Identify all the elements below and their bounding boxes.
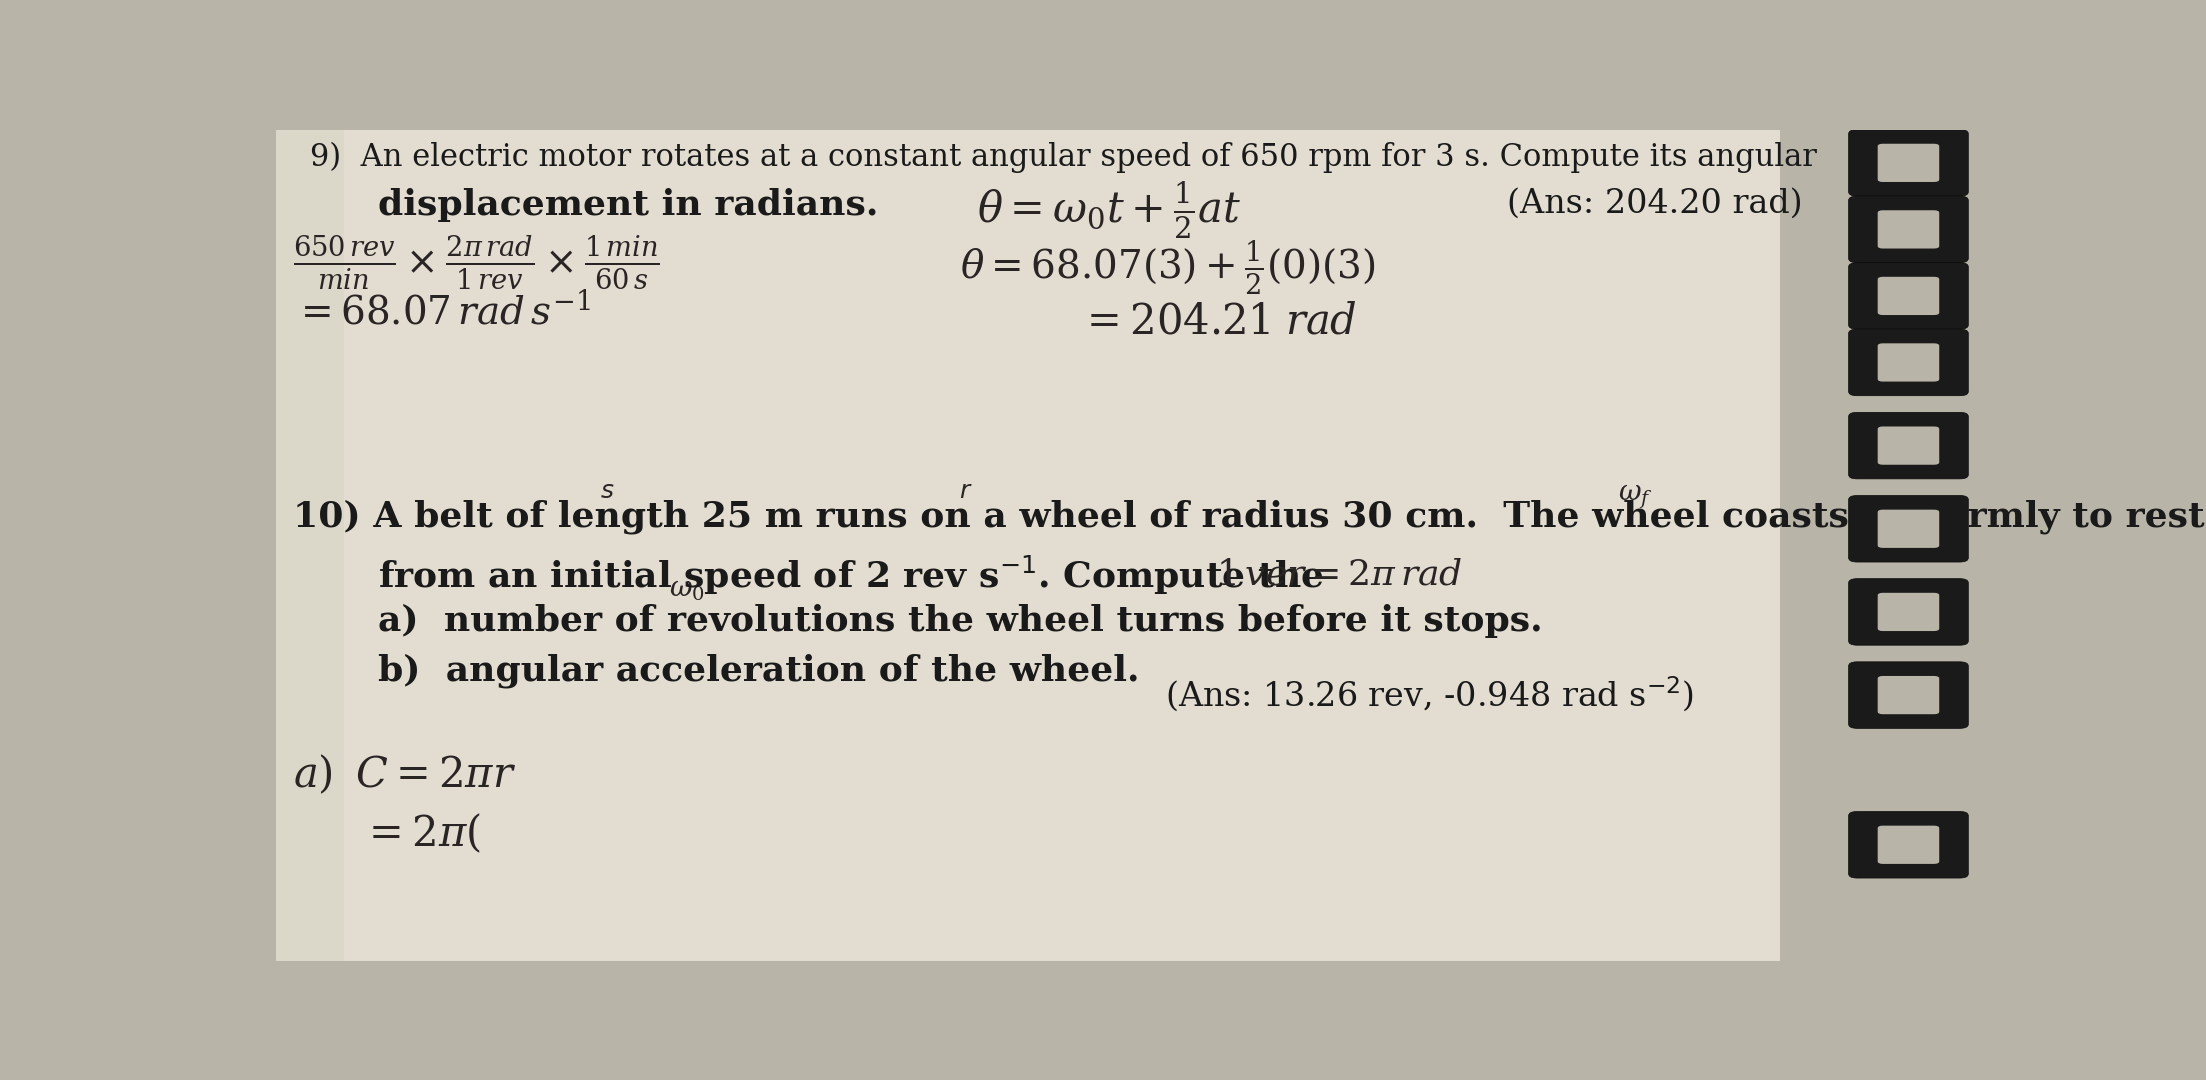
- Text: $= 204.21\;rad$: $= 204.21\;rad$: [1079, 300, 1357, 342]
- FancyBboxPatch shape: [1849, 811, 1968, 878]
- Text: (Ans: 204.20 rad): (Ans: 204.20 rad): [1507, 188, 1802, 220]
- FancyBboxPatch shape: [1877, 211, 1939, 248]
- Bar: [276, 130, 1780, 961]
- FancyBboxPatch shape: [1877, 510, 1939, 548]
- Text: (Ans: 13.26 rev, -0.948 rad s$^{-2}$): (Ans: 13.26 rev, -0.948 rad s$^{-2}$): [1165, 674, 1694, 714]
- Text: 9)  An electric motor rotates at a constant angular speed of 650 rpm for 3 s. Co: 9) An electric motor rotates at a consta…: [309, 143, 1818, 173]
- FancyBboxPatch shape: [1849, 262, 1968, 329]
- Text: $\frac{650\,rev}{min} \times \frac{2\pi\,rad}{1\,rev} \times \frac{1\,min}{60\,s: $\frac{650\,rev}{min} \times \frac{2\pi\…: [293, 233, 660, 292]
- FancyBboxPatch shape: [1877, 427, 1939, 464]
- Text: displacement in radians.: displacement in radians.: [379, 188, 878, 221]
- FancyBboxPatch shape: [1849, 413, 1968, 478]
- Text: $a)\;\; C = 2\pi r$: $a)\;\; C = 2\pi r$: [293, 754, 516, 797]
- FancyBboxPatch shape: [1849, 579, 1968, 645]
- Text: $\omega_f$: $\omega_f$: [1617, 483, 1652, 511]
- Bar: [276, 130, 344, 961]
- Text: $\theta = 68.07(3) + \frac{1}{2}(0)(3)$: $\theta = 68.07(3) + \frac{1}{2}(0)(3)$: [960, 238, 1374, 297]
- Text: $\theta = \omega_0 t + \frac{1}{2}at$: $\theta = \omega_0 t + \frac{1}{2}at$: [977, 179, 1240, 241]
- Text: $= 68.07\,rad\,s^{-1}$: $= 68.07\,rad\,s^{-1}$: [293, 292, 591, 332]
- FancyBboxPatch shape: [1849, 662, 1968, 728]
- FancyBboxPatch shape: [1849, 197, 1968, 262]
- FancyBboxPatch shape: [1849, 130, 1968, 197]
- FancyBboxPatch shape: [1877, 276, 1939, 315]
- FancyBboxPatch shape: [1849, 496, 1968, 562]
- Text: $1\,ver = 2\pi\,rad$: $1\,ver = 2\pi\,rad$: [1216, 558, 1463, 592]
- FancyBboxPatch shape: [1877, 676, 1939, 714]
- FancyBboxPatch shape: [1849, 329, 1968, 395]
- Text: b)  angular acceleration of the wheel.: b) angular acceleration of the wheel.: [379, 653, 1141, 688]
- FancyBboxPatch shape: [1877, 144, 1939, 183]
- Text: $= 2\pi($: $= 2\pi($: [362, 811, 481, 855]
- Text: 10) A belt of length 25 m runs on a wheel of radius 30 cm.  The wheel coasts uni: 10) A belt of length 25 m runs on a whee…: [293, 500, 2204, 535]
- FancyBboxPatch shape: [1877, 343, 1939, 381]
- Bar: [1780, 130, 1985, 961]
- Text: from an initial speed of 2 rev s$^{-1}$. Compute the: from an initial speed of 2 rev s$^{-1}$.…: [379, 554, 1324, 597]
- Text: a)  number of revolutions the wheel turns before it stops.: a) number of revolutions the wheel turns…: [379, 604, 1542, 637]
- Text: $\omega_0$: $\omega_0$: [668, 575, 704, 603]
- Text: s: s: [600, 478, 613, 503]
- FancyBboxPatch shape: [1877, 593, 1939, 631]
- FancyBboxPatch shape: [1877, 825, 1939, 864]
- Text: r: r: [960, 478, 971, 503]
